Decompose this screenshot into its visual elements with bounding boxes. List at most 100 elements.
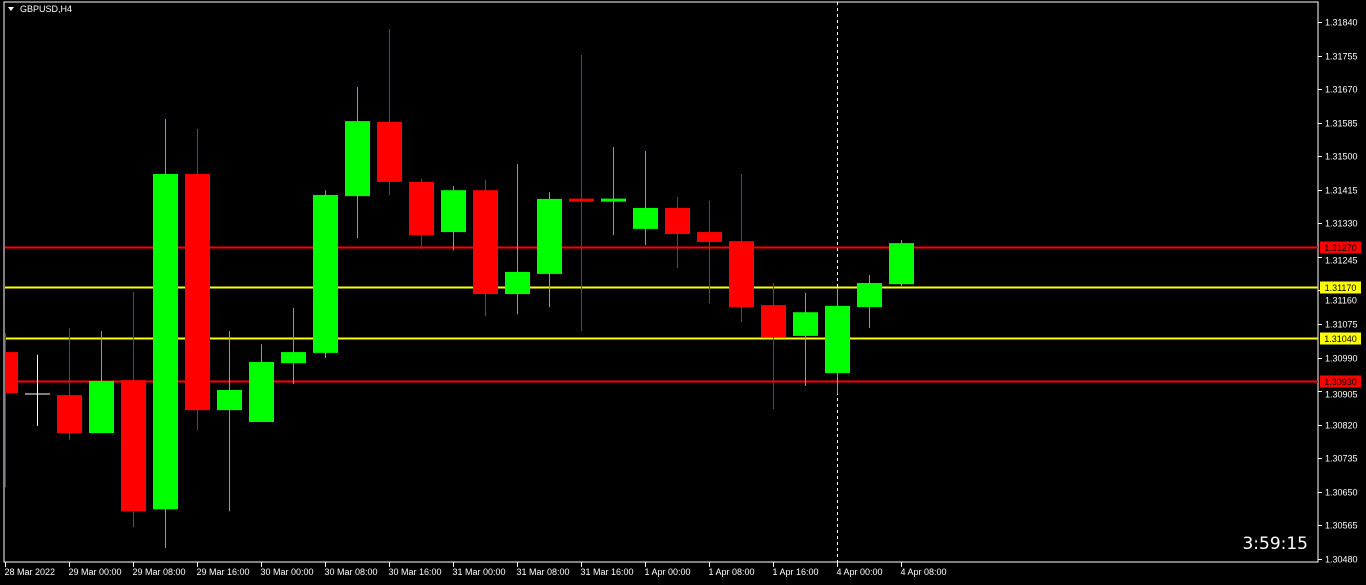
candle[interactable] — [601, 147, 626, 236]
candle-body — [825, 305, 850, 374]
candle-body — [249, 361, 274, 422]
candle-body — [505, 271, 530, 295]
x-tick-label: 31 Mar 00:00 — [453, 567, 506, 577]
candle[interactable] — [889, 239, 914, 287]
candle-body — [185, 174, 210, 411]
price-line-label-bg — [1320, 332, 1361, 345]
x-tick-label: 29 Mar 08:00 — [133, 567, 186, 577]
y-tick-label: 1.31755 — [1325, 52, 1358, 62]
y-tick-label: 1.31670 — [1325, 85, 1358, 95]
candle[interactable] — [441, 185, 466, 251]
x-tick-label: 4 Apr 08:00 — [901, 567, 947, 577]
candle-body — [89, 380, 114, 434]
candle[interactable] — [569, 55, 594, 332]
price-line-label-bg — [1320, 281, 1361, 294]
candle[interactable] — [825, 288, 850, 394]
candle[interactable] — [633, 151, 658, 246]
price-line-label: 1.31170 — [1325, 283, 1357, 293]
candle[interactable] — [5, 333, 18, 488]
candle-body — [793, 312, 818, 336]
price-line-label-bg — [1320, 241, 1361, 254]
candle[interactable] — [25, 354, 50, 426]
candle-body — [537, 198, 562, 274]
candle[interactable] — [537, 192, 562, 308]
chart-title: GBPUSD,H4 — [20, 4, 72, 14]
x-tick-label: 30 Mar 08:00 — [325, 567, 378, 577]
candle-body — [377, 121, 402, 182]
y-tick-label: 1.31500 — [1325, 152, 1358, 162]
candle[interactable] — [729, 174, 754, 323]
x-tick-label: 28 Mar 2022 — [5, 567, 56, 577]
x-tick-label: 1 Apr 16:00 — [773, 567, 819, 577]
candle-body — [5, 352, 18, 394]
x-tick-label: 31 Mar 08:00 — [517, 567, 570, 577]
bar-countdown-timer: 3:59:15 — [1242, 534, 1308, 554]
x-tick-label: 31 Mar 16:00 — [581, 567, 634, 577]
price-line-label-bg — [1320, 375, 1361, 388]
candle[interactable] — [505, 164, 530, 315]
candle[interactable] — [153, 119, 178, 548]
x-tick-label: 29 Mar 00:00 — [69, 567, 122, 577]
candle-body — [697, 232, 722, 242]
candle-body — [761, 305, 786, 338]
candle-body — [281, 352, 306, 364]
triangle-down-icon[interactable] — [8, 7, 14, 11]
y-tick-label: 1.30565 — [1325, 521, 1358, 531]
candle-body — [665, 207, 690, 235]
candle[interactable] — [345, 87, 370, 238]
plot-area[interactable] — [3, 1, 1319, 563]
x-tick-label: 29 Mar 16:00 — [197, 567, 250, 577]
candle[interactable] — [313, 190, 338, 359]
y-tick-label: 1.31585 — [1325, 119, 1358, 129]
candle-body — [345, 121, 370, 197]
price-line-label: 1.31270 — [1324, 243, 1357, 253]
candle[interactable] — [473, 179, 498, 317]
candle-body — [857, 282, 882, 308]
candle-body — [57, 395, 82, 434]
y-tick-label: 1.31160 — [1325, 296, 1357, 306]
x-tick-label: 1 Apr 00:00 — [645, 567, 691, 577]
y-tick-label: 1.30905 — [1325, 390, 1358, 400]
candle[interactable] — [697, 200, 722, 304]
y-tick-label: 1.31840 — [1325, 18, 1358, 28]
candle[interactable] — [409, 179, 434, 250]
candle[interactable] — [121, 292, 146, 528]
x-tick-label: 1 Apr 08:00 — [709, 567, 755, 577]
y-tick-label: 1.31075 — [1325, 320, 1358, 330]
candle-body — [633, 207, 658, 229]
candle-body — [217, 390, 242, 411]
candle-body — [441, 190, 466, 233]
y-tick-label: 1.30480 — [1325, 555, 1358, 565]
y-tick-label: 1.30990 — [1325, 354, 1358, 364]
candle[interactable] — [377, 29, 402, 195]
candle[interactable] — [761, 282, 786, 409]
y-tick-label: 1.31330 — [1325, 219, 1358, 229]
candle-body — [153, 174, 178, 510]
y-tick-label: 1.31245 — [1325, 256, 1358, 266]
candle[interactable] — [857, 275, 882, 329]
x-tick-label: 30 Mar 00:00 — [261, 567, 314, 577]
x-tick-label: 30 Mar 16:00 — [389, 567, 442, 577]
price-line-label: 1.30930 — [1324, 377, 1357, 387]
candle[interactable] — [281, 307, 306, 385]
price-line-label: 1.31040 — [1324, 334, 1357, 344]
candle-body — [729, 241, 754, 308]
x-tick-label: 4 Apr 00:00 — [837, 567, 883, 577]
y-tick-label: 1.30735 — [1325, 454, 1358, 464]
candle[interactable] — [793, 292, 818, 387]
candle[interactable] — [249, 344, 274, 422]
candle-body — [409, 181, 434, 236]
candle-body — [889, 243, 914, 285]
candle[interactable] — [665, 196, 690, 268]
candle[interactable] — [217, 331, 242, 512]
y-tick-label: 1.30820 — [1325, 421, 1358, 431]
candle[interactable] — [185, 129, 210, 430]
candle-body — [313, 194, 338, 353]
y-tick-label: 1.30650 — [1325, 488, 1358, 498]
candle[interactable] — [57, 328, 82, 441]
y-tick-label: 1.31415 — [1325, 186, 1358, 196]
candle[interactable] — [89, 331, 114, 434]
candle-body — [121, 380, 146, 512]
candle-body — [473, 190, 498, 295]
